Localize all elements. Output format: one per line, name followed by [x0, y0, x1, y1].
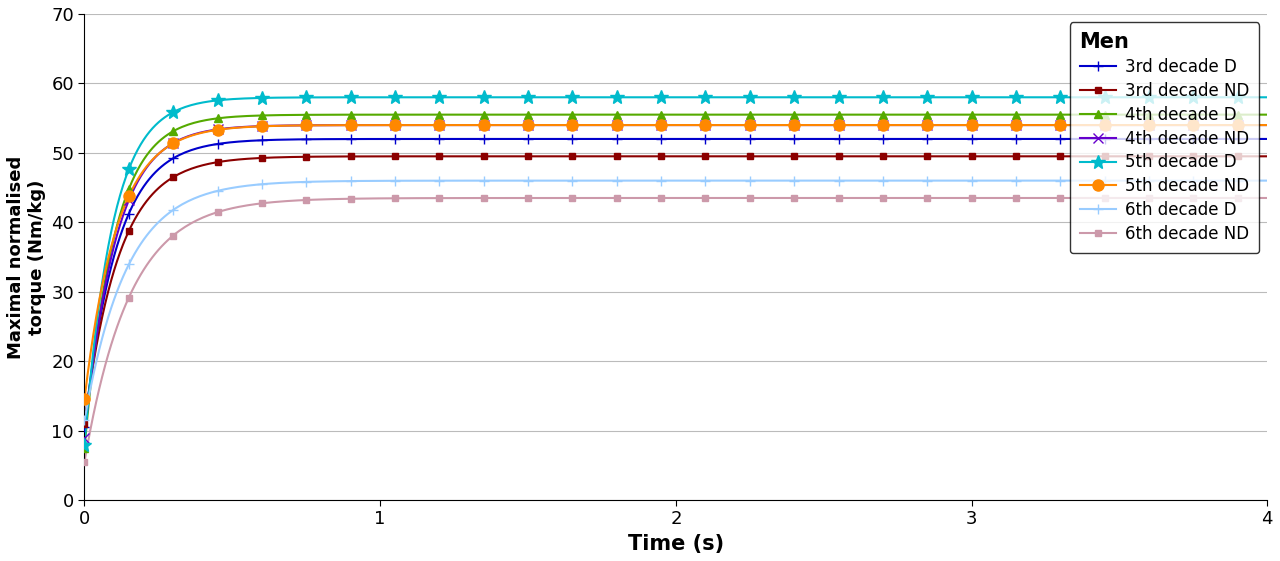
Legend: 3rd decade D, 3rd decade ND, 4th decade D, 4th decade ND, 5th decade D, 5th deca: 3rd decade D, 3rd decade ND, 4th decade …: [1070, 22, 1260, 253]
Y-axis label: Maximal normalised
torque (Nm/kg): Maximal normalised torque (Nm/kg): [6, 155, 46, 358]
X-axis label: Time (s): Time (s): [627, 534, 724, 554]
